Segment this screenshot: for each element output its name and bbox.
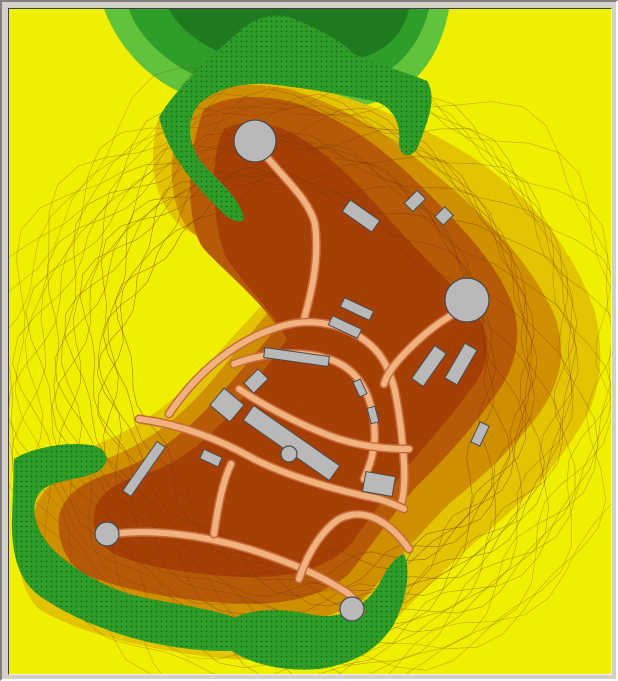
contour-line xyxy=(97,170,511,587)
road-network xyxy=(109,146,476,616)
building-long-north xyxy=(263,346,330,368)
map-viewport[interactable] xyxy=(8,8,612,675)
contour-line xyxy=(103,161,532,607)
contour-line xyxy=(97,175,524,597)
building-mid-1 xyxy=(339,297,375,321)
vegetation-southwest-texture xyxy=(11,443,257,652)
road-northwest-spur xyxy=(259,148,320,322)
building-north xyxy=(341,199,381,233)
contour-line xyxy=(11,95,611,674)
tank-northwest xyxy=(233,119,277,163)
building-mid-2 xyxy=(327,315,363,339)
building-small-1 xyxy=(243,368,269,394)
building-small-3 xyxy=(366,405,380,425)
vegetation-south-texture xyxy=(224,554,408,670)
contour-line xyxy=(23,71,611,674)
road-south-connector xyxy=(211,461,234,537)
contour-line xyxy=(114,171,495,570)
tank-east xyxy=(444,277,490,323)
building-east-lone xyxy=(470,421,490,447)
contour-line xyxy=(46,93,574,644)
building-east-2 xyxy=(444,342,478,386)
contour-line xyxy=(9,105,599,669)
building-sw-small xyxy=(199,448,223,468)
road-southeast xyxy=(296,511,412,582)
tank-southwest xyxy=(94,521,120,547)
building-sw-long xyxy=(122,440,166,498)
vegetation-north-texture xyxy=(159,15,432,222)
contour-line xyxy=(97,143,532,610)
building-se xyxy=(361,470,397,498)
building-ne-2 xyxy=(434,206,454,226)
tank-south xyxy=(339,596,365,622)
road-center-north xyxy=(236,386,412,452)
structures xyxy=(122,189,490,498)
road-west-branch xyxy=(136,416,407,512)
contour-lines xyxy=(9,50,611,674)
terrain-map[interactable] xyxy=(9,9,611,674)
building-small-2 xyxy=(352,378,368,398)
tanks xyxy=(94,119,490,622)
building-ne-1 xyxy=(403,189,427,213)
contour-line xyxy=(103,166,496,579)
tank-center xyxy=(280,445,298,463)
building-east-1 xyxy=(411,344,447,388)
building-square xyxy=(209,387,245,423)
